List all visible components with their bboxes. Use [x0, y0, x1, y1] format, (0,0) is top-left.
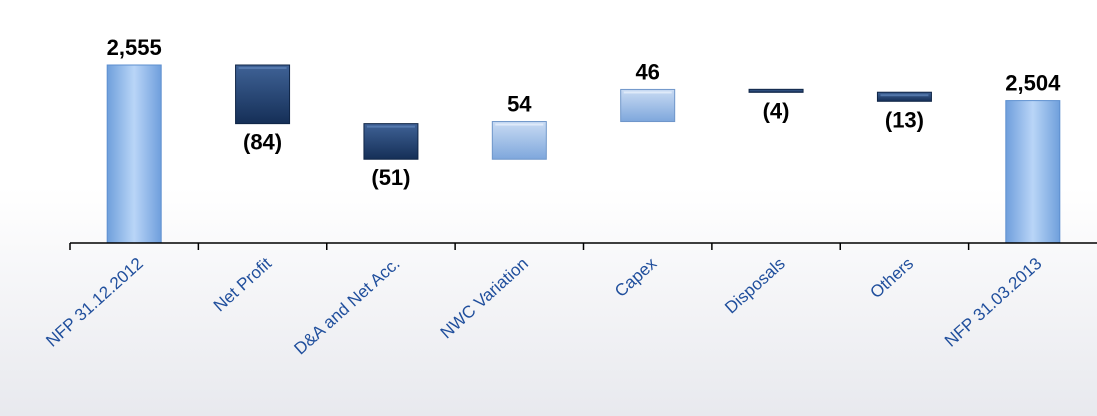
value-label-0: 2,555 — [107, 35, 162, 60]
bar-highlight-1 — [238, 67, 287, 69]
value-label-1: (84) — [243, 130, 282, 155]
bar-5 — [748, 88, 804, 93]
bar-highlight-4 — [623, 91, 672, 94]
value-label-3: 54 — [507, 92, 532, 117]
bar-0 — [106, 64, 162, 244]
bar-3 — [491, 121, 547, 160]
category-label-7: NFP 31.03.2013 — [941, 254, 1045, 351]
bar-highlight-6 — [880, 94, 929, 97]
bar-highlight-2 — [366, 125, 415, 128]
category-label-0: NFP 31.12.2012 — [42, 254, 146, 351]
category-label-4: Capex — [611, 254, 661, 301]
bar-7 — [1005, 100, 1061, 244]
bar-6 — [876, 91, 932, 102]
value-label-2: (51) — [371, 165, 410, 190]
bar-2 — [363, 123, 419, 160]
bar-1 — [235, 64, 291, 125]
x-ticks-group: NFP 31.12.2012 Net Profit D&A and Net Acc.… — [42, 243, 1045, 358]
category-label-5: Disposals — [721, 254, 788, 317]
category-label-6: Others — [866, 254, 917, 302]
value-labels-group: 2,555 (84) (51) 54 46 (4) (13) 2,504 — [107, 35, 1061, 190]
category-label-3: NWC Variation — [437, 254, 532, 342]
value-label-6: (13) — [885, 107, 924, 132]
bars-group — [106, 64, 1061, 244]
value-label-4: 46 — [635, 59, 659, 84]
bar-4 — [620, 88, 676, 123]
category-label-1: Net Profit — [210, 254, 276, 316]
category-label-2: D&A and Net Acc. — [290, 254, 403, 359]
bar-highlight-3 — [495, 123, 544, 126]
value-label-7: 2,504 — [1005, 71, 1061, 96]
value-label-5: (4) — [763, 98, 790, 123]
